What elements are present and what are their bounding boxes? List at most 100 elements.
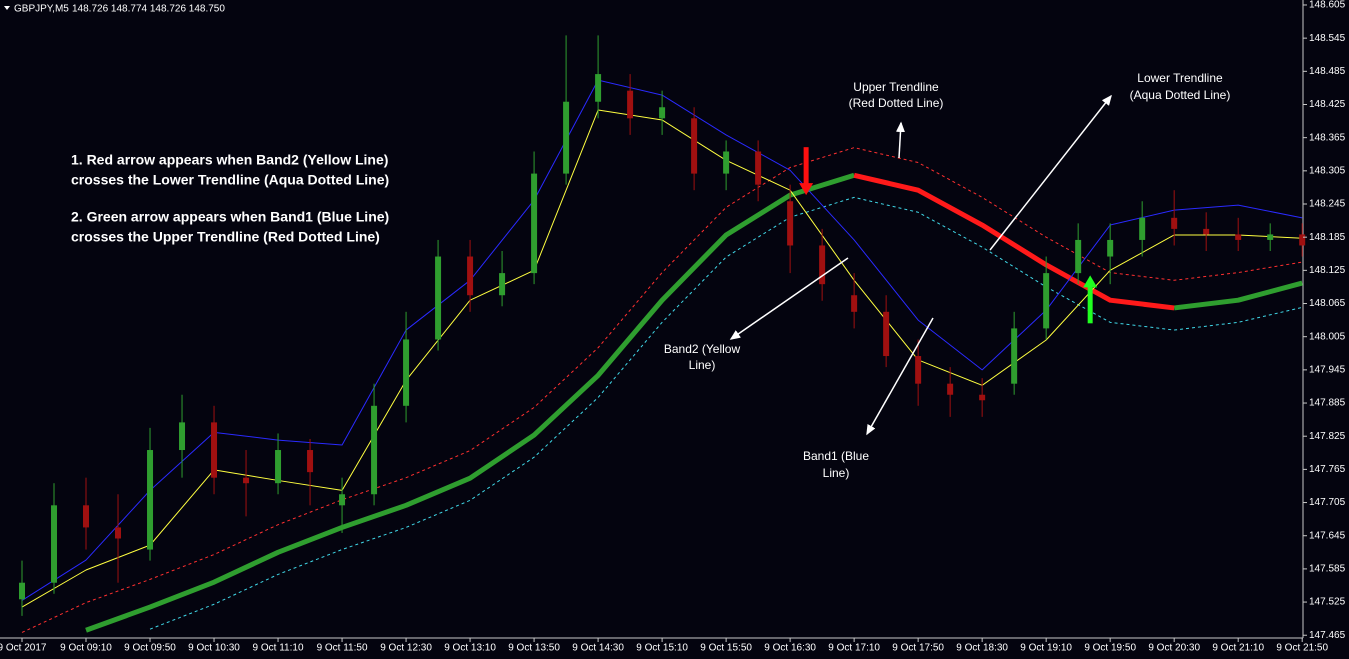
y-tick-label: 148.305 [1309, 165, 1346, 176]
indicator-line [21, 147, 1303, 633]
x-tick-label: 9 Oct 09:50 [124, 643, 176, 654]
candle-body [1011, 328, 1018, 384]
x-tick-label: 9 Oct 21:50 [1276, 643, 1328, 654]
y-tick-label: 147.585 [1309, 564, 1346, 575]
candle-body [819, 245, 826, 285]
x-tick-label: 9 Oct 17:10 [828, 643, 880, 654]
x-tick-label: 9 Oct 12:30 [380, 643, 432, 654]
candle-body [915, 356, 922, 384]
candle-body [659, 107, 666, 119]
y-tick-label: 148.605 [1309, 0, 1346, 11]
candle-body [1075, 239, 1082, 274]
label: Upper Trendline [853, 80, 939, 94]
candle-body [947, 383, 954, 395]
candle-body [83, 505, 90, 528]
candle-body [115, 527, 122, 539]
x-tick-label: 9 Oct 15:10 [636, 643, 688, 654]
candle-body [371, 405, 378, 495]
x-tick-label: 9 Oct 21:10 [1212, 643, 1264, 654]
x-tick-label: 9 Oct 17:50 [892, 643, 944, 654]
candle-body [723, 151, 730, 174]
indicator-line [85, 172, 1303, 633]
candle-body [627, 90, 634, 119]
candle-body [851, 295, 858, 312]
y-tick-label: 147.825 [1309, 431, 1346, 442]
y-tick-label: 147.465 [1309, 630, 1346, 641]
candle-body [691, 118, 698, 174]
y-tick-label: 148.065 [1309, 298, 1346, 309]
candle-body [787, 201, 794, 246]
indicator-line [149, 196, 1303, 630]
y-tick-label: 148.005 [1309, 331, 1346, 342]
y-tick-label: 148.185 [1309, 232, 1346, 243]
candle-body [499, 273, 506, 296]
candle-body [435, 256, 442, 340]
x-tick-label: 9 Oct 11:10 [253, 643, 304, 654]
y-tick-label: 148.545 [1309, 33, 1346, 44]
candle-body [563, 101, 570, 174]
label: Lower Trendline [1137, 71, 1223, 85]
candle-body [1043, 273, 1050, 329]
x-tick-label: 9 Oct 19:10 [1020, 643, 1072, 654]
candle-body [19, 582, 26, 600]
label: Band2 (Yellow [664, 342, 741, 356]
candle-body [51, 505, 58, 583]
x-tick-label: 9 Oct 15:50 [700, 643, 752, 654]
y-tick-label: 148.365 [1309, 132, 1346, 143]
x-tick-label: 9 Oct 13:10 [444, 643, 496, 654]
candle-body [1171, 217, 1178, 229]
candle-body [979, 394, 986, 401]
candle-body [179, 422, 186, 451]
x-tick-label: 9 Oct 18:30 [956, 643, 1008, 654]
candle-body [243, 477, 250, 484]
y-tick-label: 148.485 [1309, 66, 1346, 77]
y-tick-label: 147.705 [1309, 497, 1346, 508]
note: crosses the Upper Trendline (Red Dotted … [71, 229, 380, 245]
y-tick-label: 147.885 [1309, 398, 1346, 409]
pointer [895, 121, 905, 159]
candle-body [147, 450, 154, 550]
y-tick-label: 148.125 [1309, 265, 1346, 276]
candle-body [595, 74, 602, 102]
candle-body [307, 450, 314, 473]
quote: 148.726 148.774 148.726 148.750 [72, 4, 225, 15]
x-tick-label: 9 Oct 10:30 [188, 643, 240, 654]
candle-body [1107, 239, 1114, 257]
x-tick-label: 9 Oct 14:30 [572, 643, 624, 654]
x-tick-label: 9 Oct 2017 [0, 643, 47, 654]
label: (Red Dotted Line) [849, 96, 944, 110]
pointer [866, 317, 934, 436]
y-tick-label: 147.945 [1309, 365, 1346, 376]
candle-body [1267, 234, 1274, 240]
signal-head [1083, 275, 1098, 288]
x-tick-label: 9 Oct 13:50 [508, 643, 560, 654]
note: crosses the Lower Trendline (Aqua Dotted… [71, 172, 389, 188]
signal-head [799, 183, 814, 196]
x-tick-label: 9 Oct 09:10 [60, 643, 112, 654]
label: Band1 (Blue [803, 449, 869, 463]
y-tick-label: 148.245 [1309, 199, 1346, 210]
note: 1. Red arrow appears when Band2 (Yellow … [71, 152, 388, 168]
candle-body [883, 311, 890, 357]
candle-body [1235, 234, 1242, 240]
signal-arrow [1083, 275, 1098, 324]
x-tick-label: 9 Oct 20:30 [1148, 643, 1200, 654]
y-tick-label: 147.765 [1309, 464, 1346, 475]
label: Line) [689, 358, 716, 372]
y-tick-label: 147.525 [1309, 597, 1346, 608]
pointer [989, 94, 1112, 251]
x-tick-label: 9 Oct 11:50 [317, 643, 368, 654]
y-tick-label: 147.645 [1309, 530, 1346, 541]
indicator-line [853, 172, 1175, 311]
candle-body [275, 450, 282, 484]
candle-body [467, 256, 474, 296]
menu-icon [4, 6, 10, 10]
candle-body [211, 422, 218, 478]
candle-body [1203, 228, 1210, 235]
candle-body [339, 494, 346, 506]
candle-body [1299, 234, 1306, 246]
signal-arrow [799, 147, 814, 196]
x-tick-label: 9 Oct 19:50 [1084, 643, 1136, 654]
